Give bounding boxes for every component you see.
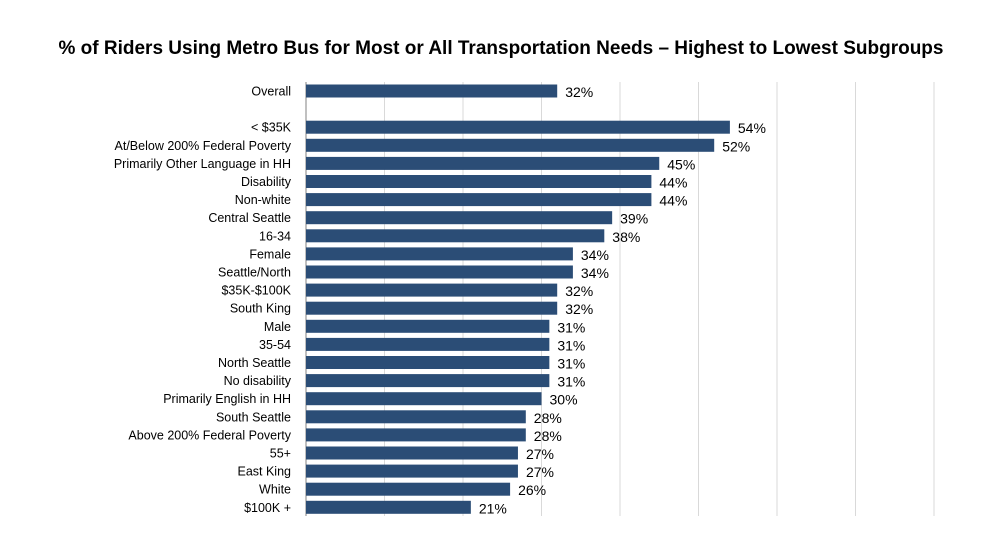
data-label: 34% [581,247,609,263]
bar [306,138,715,152]
category-label: 16-34 [259,229,291,243]
data-label: 32% [565,283,593,299]
category-label: East King [237,465,291,479]
bar [306,410,526,424]
category-label: No disability [224,374,292,388]
bar [306,337,550,351]
data-label: 31% [557,356,585,372]
bar [306,392,542,406]
category-label: South King [230,302,291,316]
data-label: 32% [565,301,593,317]
bar [306,464,518,478]
category-label: 35-54 [259,338,291,352]
category-label: Overall [251,85,291,99]
data-label: 27% [526,446,554,462]
data-label: 54% [738,120,766,136]
bar [306,229,605,243]
bar [306,319,550,333]
bar [306,374,550,388]
category-label: $35K-$100K [221,284,291,298]
bar [306,175,652,188]
bar [306,428,526,442]
data-label: 28% [534,410,562,426]
category-label: Central Seattle [208,211,291,225]
data-label: 32% [565,84,593,100]
bar [306,301,558,315]
data-label: 30% [550,392,578,408]
chart-title: % of Riders Using Metro Bus for Most or … [58,38,944,59]
category-label: Male [264,320,291,334]
category-label: Disability [241,175,292,189]
category-label: 55+ [270,447,291,461]
data-label: 26% [518,482,546,498]
bar [306,446,518,460]
data-label: 31% [557,337,585,353]
bar [306,247,573,261]
bar [306,356,550,369]
data-label: 38% [612,229,640,245]
data-label: 28% [534,428,562,444]
category-label: Above 200% Federal Poverty [128,428,291,442]
data-label: 34% [581,265,609,281]
bar [306,120,730,134]
category-label: Primarily Other Language in HH [114,157,291,171]
bar [306,482,511,496]
data-label: 31% [557,374,585,390]
category-label: < $35K [251,121,292,135]
data-label: 44% [659,175,687,191]
data-label: 39% [620,211,648,227]
category-label: At/Below 200% Federal Poverty [115,139,292,153]
category-label: $100K + [244,501,291,515]
data-label: 44% [659,193,687,209]
bar [306,265,573,279]
bar [306,283,558,297]
data-label: 21% [479,500,507,516]
bar [306,193,652,207]
data-label: 31% [557,319,585,335]
bar [306,156,660,170]
bar [306,500,471,514]
category-label: Non-white [235,193,291,207]
category-label: Primarily English in HH [163,392,291,406]
data-label: 27% [526,464,554,480]
bar [306,211,613,225]
category-label: North Seattle [218,356,291,370]
data-label: 45% [667,156,695,172]
category-label: Seattle/North [218,266,291,280]
category-label: South Seattle [216,410,291,424]
data-label: 52% [722,138,750,154]
category-label: White [259,483,291,497]
category-label: Female [249,247,291,261]
bar [306,84,558,98]
